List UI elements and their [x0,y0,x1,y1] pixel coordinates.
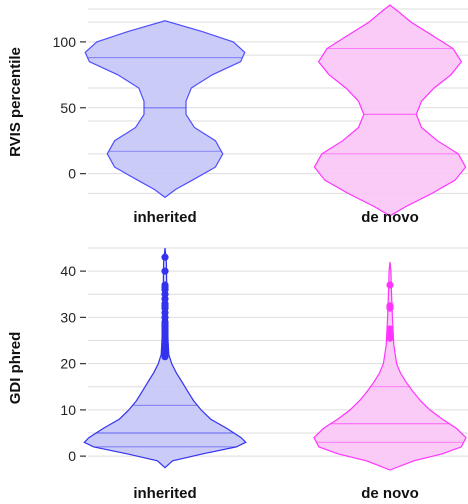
violin-de-novo [313,261,467,471]
outlier-point [161,253,169,261]
x-category-label: inherited [133,209,196,226]
x-category-label: inherited [133,485,196,502]
y-tick-label: 40 [60,263,76,279]
y-tick-label: 100 [53,34,77,50]
violin-de-novo [313,4,467,217]
x-category-label: de novo [361,485,419,502]
outlier-point [161,267,169,275]
outlier-point [161,281,169,289]
outlier-point [386,281,394,289]
y-tick-label: 0 [68,448,76,464]
violin-inherited [84,20,246,199]
y-axis-label-gdi: GDI phred [7,332,24,405]
y-tick-label: 20 [60,356,76,372]
y-axis-label-rvis: RVIS percentile [7,47,24,157]
x-category-label: de novo [361,209,419,226]
y-tick-label: 50 [60,100,76,116]
y-tick-label: 10 [60,402,76,418]
outlier-point [386,302,394,310]
panel-rvis: RVIS percentile 0 50 100 inherited de novo [7,4,468,226]
y-tick-label: 0 [68,166,76,182]
outlier-point [386,325,394,333]
panel-gdi: GDI phred 0 10 20 30 40 inherited de novo [7,247,468,502]
y-tick-label: 30 [60,309,76,325]
